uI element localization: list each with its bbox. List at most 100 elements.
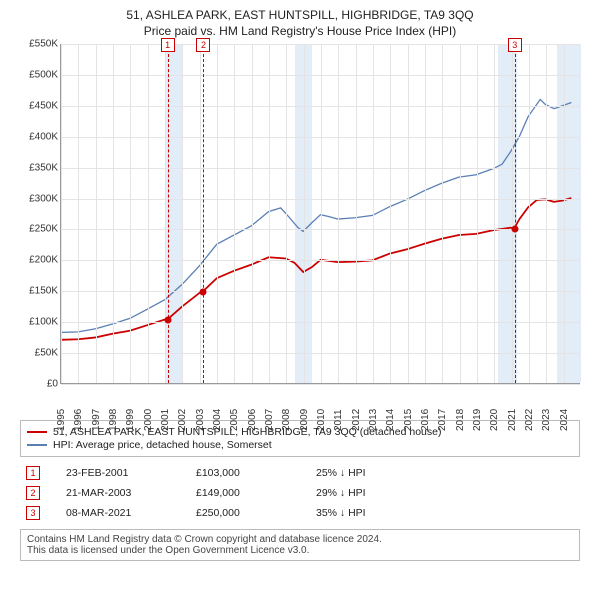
x-tick-label: 2011 [333,409,344,431]
x-tick-label: 1999 [125,409,136,431]
chart-title-line1: 51, ASHLEA PARK, EAST HUNTSPILL, HIGHBRI… [20,8,580,22]
table-row: 221-MAR-2003£149,00029% ↓ HPI [20,483,580,503]
cell-date: 08-MAR-2021 [60,503,190,523]
y-tick-label: £100K [29,317,58,328]
cell-price: £250,000 [190,503,310,523]
transaction-marker-icon: 2 [26,486,40,500]
data-point-marker [164,317,171,324]
gridline-v [148,44,149,383]
gridline-v [217,44,218,383]
gridline-v [408,44,409,383]
gridline-v [373,44,374,383]
x-tick-label: 2023 [541,409,552,431]
chart-title-line2: Price paid vs. HM Land Registry's House … [20,24,580,38]
x-tick-label: 2004 [212,409,223,431]
x-tick-label: 2019 [472,409,483,431]
x-tick-label: 2007 [264,409,275,431]
table-row: 3 08-MAR-2021£250,00035% ↓ HPI [20,503,580,523]
transaction-marker: 3 [508,38,522,52]
transaction-marker: 1 [161,38,175,52]
transaction-vline [168,44,169,383]
gridline-v [304,44,305,383]
y-tick-label: £0 [47,379,58,390]
gridline-v [61,44,62,383]
plot-region: 123 [60,44,580,384]
x-tick-label: 2008 [281,409,292,431]
y-tick-label: £200K [29,255,58,266]
x-tick-label: 2020 [489,409,500,431]
gridline-v [512,44,513,383]
gridline-v [234,44,235,383]
x-tick-label: 2013 [368,409,379,431]
cell-price: £103,000 [190,463,310,483]
x-tick-label: 2017 [437,409,448,431]
x-tick-label: 2012 [351,409,362,431]
x-tick-label: 2016 [420,409,431,431]
gridline-v [564,44,565,383]
cell-date: 21-MAR-2003 [60,483,190,503]
y-tick-label: £350K [29,162,58,173]
cell-date: 23-FEB-2001 [60,463,190,483]
gridline-v [356,44,357,383]
x-tick-label: 1998 [108,409,119,431]
gridline-v [78,44,79,383]
attribution-footer: Contains HM Land Registry data © Crown c… [20,529,580,561]
gridline-v [286,44,287,383]
y-tick-label: £150K [29,286,58,297]
x-tick-label: 1997 [91,409,102,431]
gridline-v [529,44,530,383]
gridline-v [252,44,253,383]
y-tick-label: £550K [29,39,58,50]
gridline-v [460,44,461,383]
gridline-v [338,44,339,383]
legend-label: HPI: Average price, detached house, Some… [53,439,272,451]
gridline-v [494,44,495,383]
footer-line: This data is licensed under the Open Gov… [27,545,573,556]
x-tick-label: 1996 [73,409,84,431]
data-point-marker [200,288,207,295]
legend-swatch [27,444,47,446]
y-tick-label: £250K [29,224,58,235]
transaction-marker-icon: 1 [26,466,40,480]
transaction-marker: 2 [196,38,210,52]
gridline-v [321,44,322,383]
gridline-v [390,44,391,383]
cell-note: 25% ↓ HPI [310,463,580,483]
y-tick-label: £450K [29,100,58,111]
x-tick-label: 2018 [455,409,466,431]
transaction-vline [515,44,516,383]
gridline-v [546,44,547,383]
x-tick-label: 2021 [507,409,518,431]
x-tick-label: 2002 [177,409,188,431]
x-tick-label: 2006 [247,409,258,431]
x-tick-label: 2015 [403,409,414,431]
gridline-v [269,44,270,383]
transaction-marker-icon: 3 [26,506,40,520]
gridline-v [425,44,426,383]
x-tick-label: 2024 [559,409,570,431]
legend-item: HPI: Average price, detached house, Some… [27,439,573,451]
x-tick-label: 2014 [385,409,396,431]
transactions-table: 1 23-FEB-2001£103,00025% ↓ HPI 2 21-MAR-200… [20,463,580,523]
data-point-marker [511,226,518,233]
gridline-v [477,44,478,383]
gridline-v [130,44,131,383]
x-axis: 1995199619971998199920002001200220032004… [60,384,580,414]
transaction-vline [203,44,204,383]
y-tick-label: £50K [35,348,58,359]
y-axis: £0£50K£100K£150K£200K£250K£300K£350K£400… [20,44,60,384]
legend-swatch [27,431,47,433]
y-tick-label: £300K [29,193,58,204]
x-tick-label: 2005 [229,409,240,431]
y-tick-label: £400K [29,131,58,142]
x-tick-label: 2001 [160,409,171,431]
x-tick-label: 1995 [56,409,67,431]
x-tick-label: 2000 [143,409,154,431]
footer-line: Contains HM Land Registry data © Crown c… [27,534,573,545]
cell-note: 35% ↓ HPI [310,503,580,523]
table-row: 1 23-FEB-2001£103,00025% ↓ HPI [20,463,580,483]
y-tick-label: £500K [29,69,58,80]
x-tick-label: 2003 [195,409,206,431]
gridline-v [442,44,443,383]
gridline-v [182,44,183,383]
